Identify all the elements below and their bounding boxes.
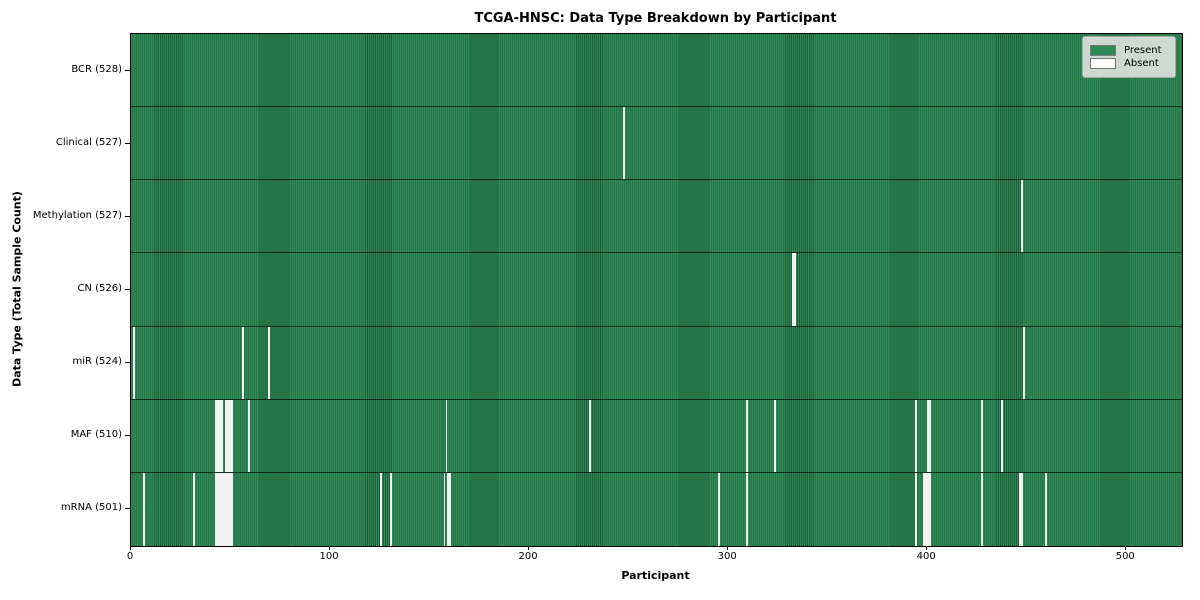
x-tick-label: 100 [319,551,339,562]
absent-stripe [389,472,392,546]
absent-stripe [1022,326,1025,399]
absent-stripe [1000,399,1003,472]
x-tick-label: 500 [1115,551,1135,562]
absent-stripe [230,472,233,546]
legend-label-present: Present [1124,45,1162,56]
heatmap-row-mrna [131,472,1182,546]
absent-stripe [214,399,217,472]
absent-stripe [228,472,231,546]
absent-stripe [443,472,446,546]
absent-stripe [929,399,932,472]
absent-stripe [226,472,229,546]
y-tick-mark [125,362,130,364]
absent-stripe [226,399,229,472]
absent-stripe [791,253,794,326]
absent-stripe [927,399,930,472]
absent-stripe [248,399,251,472]
legend-entry-absent: Absent [1090,58,1167,69]
absent-stripe [220,399,223,472]
y-tick-mark [125,289,130,290]
x-tick-mark [1125,546,1127,550]
y-tick-label: Clinical (527) [55,136,122,148]
x-axis-title: Participant [621,569,690,582]
y-tick-mark [125,435,130,437]
absent-stripe [142,472,145,546]
absent-stripe [228,399,231,472]
absent-stripe [1020,472,1023,546]
absent-stripe [218,472,221,546]
y-tick-label: mRNA (501) [60,502,122,514]
y-tick-label: MAF (510) [70,429,122,441]
x-tick-label: 300 [717,551,737,562]
absent-stripe [622,107,625,180]
x-tick-label: 400 [916,551,936,562]
y-tick-label: miR (524) [72,356,122,368]
heatmap-row-cn [131,253,1182,327]
legend-swatch-present-icon [1090,45,1116,56]
y-tick-mark [125,508,130,510]
x-tick-mark [329,546,331,550]
legend-entry-present: Present [1090,45,1167,56]
legend: Present Absent [1082,36,1176,78]
absent-stripe [214,472,217,546]
absent-stripe [216,399,219,472]
absent-stripe [915,472,918,546]
chart-title: TCGA-HNSC: Data Type Breakdown by Partic… [474,11,837,26]
absent-stripe [268,326,271,399]
absent-stripe [445,399,448,472]
y-tick-label: Methylation (527) [32,209,122,221]
y-tick-label: CN (526) [77,283,122,294]
absent-stripe [927,472,930,546]
absent-stripe [449,472,452,546]
absent-stripe [132,326,135,399]
absent-stripe [242,326,245,399]
absent-stripe [218,399,221,472]
absent-stripe [1020,180,1023,253]
absent-stripe [793,253,796,326]
y-tick-mark [125,215,130,217]
absent-stripe [923,472,926,546]
absent-stripe [222,472,225,546]
absent-stripe [447,472,450,546]
x-tick-mark [528,546,530,550]
absent-stripe [216,472,219,546]
heatmap-row-methylation [131,180,1182,254]
y-tick-mark [125,142,130,144]
absent-stripe [230,399,233,472]
absent-stripe [220,472,223,546]
y-tick-label: BCR (528) [71,63,122,75]
legend-label-absent: Absent [1124,58,1159,69]
absent-stripe [1044,472,1047,546]
y-tick-mark [125,69,130,71]
absent-stripe [192,472,195,546]
heatmap-row-maf [131,399,1182,473]
x-tick-label: 200 [518,551,538,562]
x-tick-mark [727,546,729,550]
absent-stripe [746,399,749,472]
absent-stripe [746,472,749,546]
absent-stripe [224,399,227,472]
absent-stripe [915,399,918,472]
absent-stripe [925,472,928,546]
absent-stripe [379,472,382,546]
absent-stripe [224,472,227,546]
heatmap-row-clinical [131,107,1182,181]
absent-stripe [588,399,591,472]
plot-area [130,33,1183,547]
x-tick-mark [130,546,131,550]
heatmap-row-bcr [131,34,1182,108]
absent-stripe [773,399,776,472]
absent-stripe [980,399,983,472]
absent-stripe [1018,472,1021,546]
x-tick-mark [926,546,928,550]
heatmap-row-mir [131,326,1182,400]
absent-stripe [929,472,932,546]
absent-stripe [718,472,721,546]
x-tick-label: 0 [126,551,134,562]
legend-swatch-absent-icon [1090,58,1116,69]
absent-stripe [980,472,983,546]
